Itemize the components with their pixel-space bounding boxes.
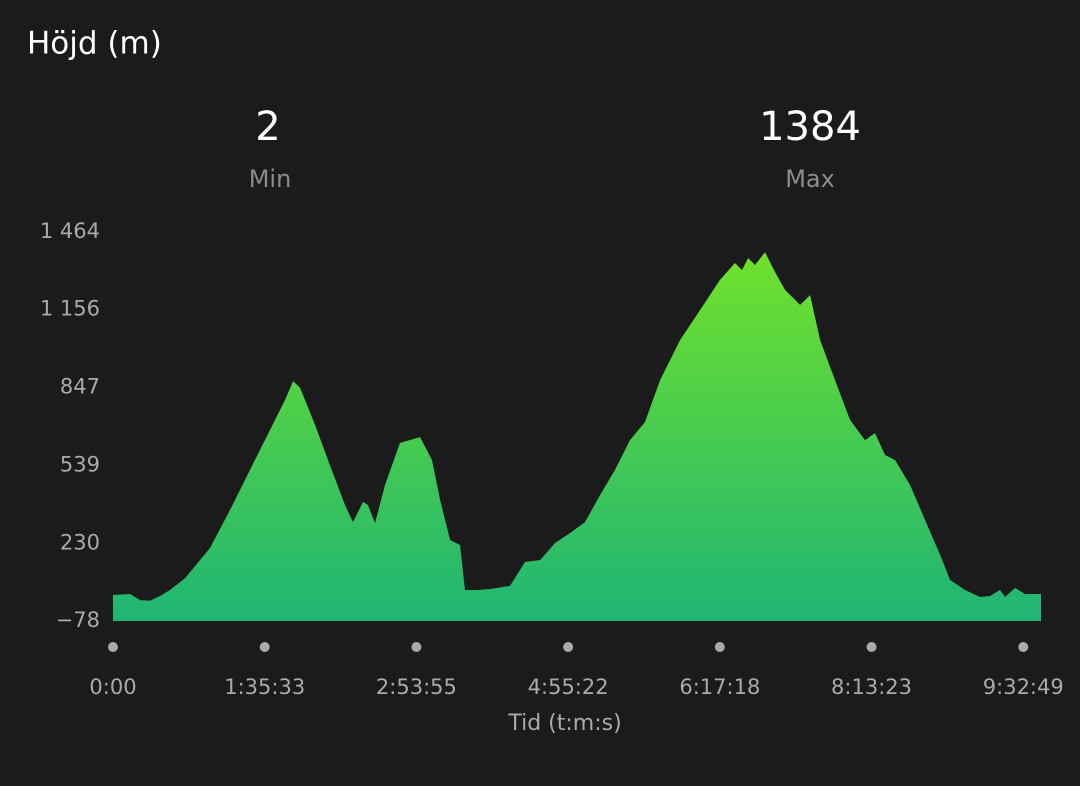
stat-label: Min [249, 165, 292, 193]
x-tick-label: 4:55:22 [528, 675, 609, 699]
y-tick-label: 847 [60, 375, 100, 399]
chart-title: Höjd (m) [27, 26, 162, 62]
x-tick-dot [714, 642, 725, 652]
x-tick-label: 8:13:23 [831, 675, 912, 699]
y-tick-label: 1 464 [40, 219, 100, 243]
stat-value: 1384 [759, 104, 861, 150]
x-tick-dot [259, 642, 270, 652]
x-tick-label: 9:32:49 [983, 675, 1064, 699]
x-tick-dot [866, 642, 877, 652]
x-tick-dot [411, 642, 422, 652]
stat-value: 2 [255, 104, 280, 150]
x-tick-label: 1:35:33 [224, 675, 305, 699]
y-tick-label: 1 156 [40, 297, 100, 321]
x-tick-label: 0:00 [89, 675, 136, 699]
stat-label: Max [785, 165, 835, 193]
y-tick-label: 230 [60, 530, 100, 554]
elevation-area [113, 252, 1041, 621]
x-tick-label: 6:17:18 [679, 675, 760, 699]
y-tick-label: 539 [60, 452, 100, 476]
x-tick-label: 2:53:55 [376, 675, 457, 699]
y-tick-label: −78 [56, 608, 100, 632]
x-tick-dot [108, 642, 118, 652]
x-tick-dot [563, 642, 574, 652]
x-axis-label: Tid (t:m:s) [507, 711, 621, 736]
x-tick-dot [1018, 642, 1029, 652]
